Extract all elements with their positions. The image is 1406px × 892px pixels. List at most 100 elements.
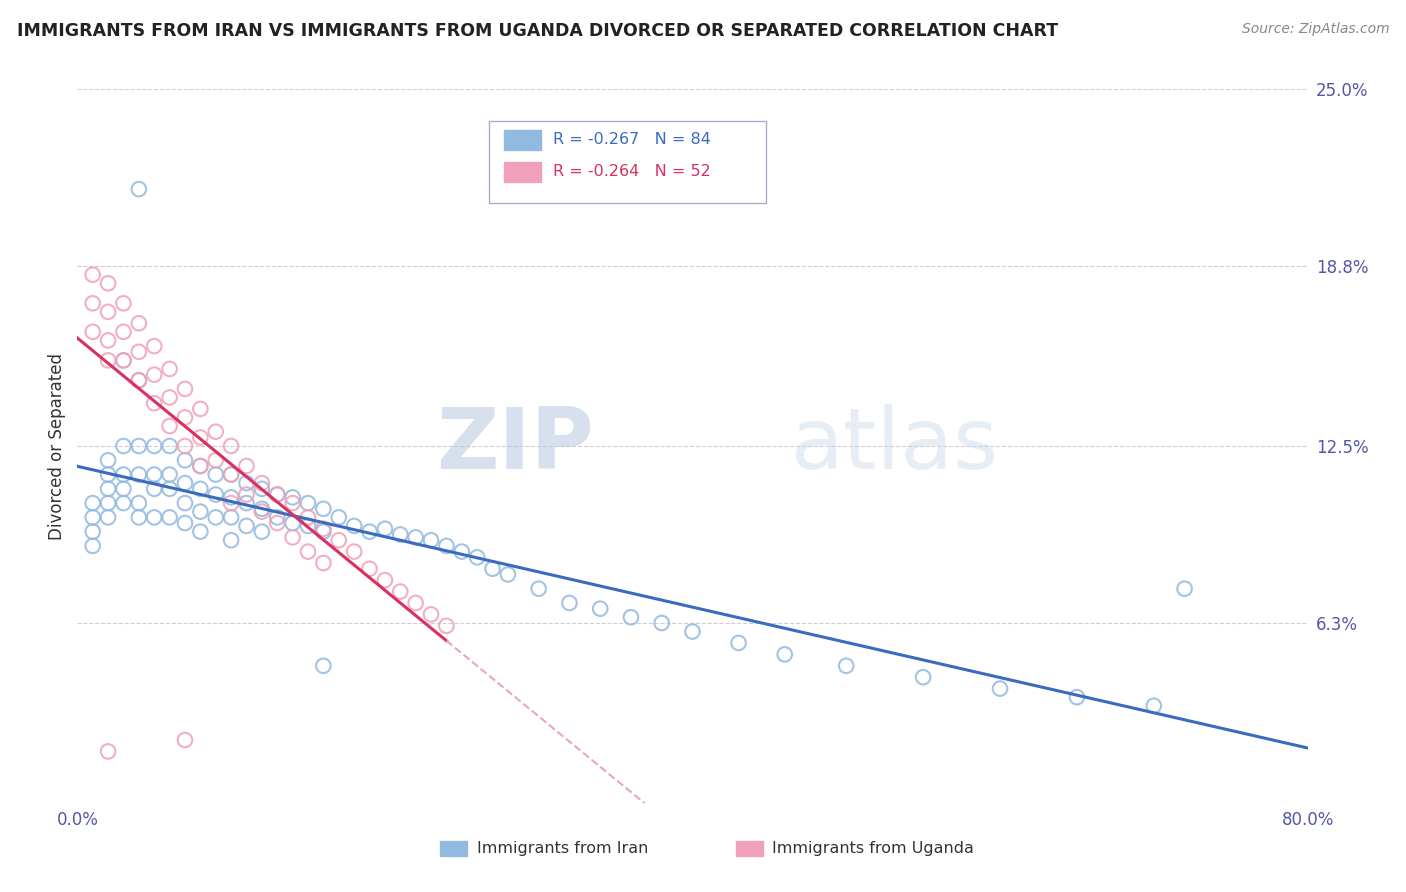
FancyBboxPatch shape [489,121,766,203]
Point [128,439,150,453]
Point [312,522,335,536]
Point [112,482,135,496]
Point [620,610,643,624]
Point [97,744,120,758]
Point [97,277,120,291]
Point [266,487,288,501]
Point [312,524,335,539]
Point [174,476,197,491]
Point [682,624,704,639]
Point [219,533,242,548]
Point [82,325,104,339]
Text: Immigrants from Uganda: Immigrants from Uganda [772,841,974,856]
Point [235,519,257,533]
Point [159,439,181,453]
Bar [505,162,541,182]
Point [219,491,242,505]
Point [235,496,257,510]
Point [82,268,104,282]
Point [204,425,226,439]
Point [128,373,150,387]
Point [97,482,120,496]
Point [328,533,350,548]
Point [389,527,412,541]
Point [128,316,150,330]
Point [143,467,166,482]
Point [159,482,181,496]
Point [188,482,212,496]
Point [266,487,288,501]
Bar [440,840,467,856]
Point [128,496,150,510]
Point [835,658,858,673]
Point [128,467,150,482]
Point [82,539,104,553]
Point [405,596,427,610]
Point [143,510,166,524]
Point [912,670,935,684]
Point [143,439,166,453]
Text: atlas: atlas [792,404,998,488]
Point [343,544,366,558]
Bar [505,130,541,150]
Point [174,410,197,425]
Point [281,516,304,530]
Point [359,524,381,539]
Point [204,487,226,501]
Point [436,619,458,633]
Point [143,482,166,496]
Point [266,516,288,530]
Point [312,658,335,673]
Point [420,533,443,548]
Point [250,505,273,519]
Point [204,510,226,524]
Point [143,339,166,353]
Point [188,505,212,519]
Point [174,733,197,747]
Point [188,458,212,473]
Point [250,524,273,539]
Point [235,476,257,491]
Point [465,550,488,565]
Point [420,607,443,622]
Point [82,296,104,310]
Point [219,439,242,453]
Point [988,681,1011,696]
Point [312,556,335,570]
Point [250,501,273,516]
Point [143,396,166,410]
Point [436,539,458,553]
Point [174,439,197,453]
Point [188,524,212,539]
Point [97,305,120,319]
Point [128,182,150,196]
Point [204,453,226,467]
Point [374,573,396,587]
Point [219,496,242,510]
Point [297,519,319,533]
Point [558,596,581,610]
Point [159,510,181,524]
Point [496,567,519,582]
Point [450,544,472,558]
Point [82,524,104,539]
Point [112,496,135,510]
Point [174,516,197,530]
Point [1066,690,1088,705]
Point [281,491,304,505]
Text: IMMIGRANTS FROM IRAN VS IMMIGRANTS FROM UGANDA DIVORCED OR SEPARATED CORRELATION: IMMIGRANTS FROM IRAN VS IMMIGRANTS FROM … [17,22,1057,40]
Point [112,296,135,310]
Point [219,510,242,524]
Point [188,430,212,444]
Point [312,501,335,516]
Point [328,510,350,524]
Point [112,467,135,482]
Point [204,467,226,482]
Point [374,522,396,536]
Point [128,510,150,524]
Text: Source: ZipAtlas.com: Source: ZipAtlas.com [1241,22,1389,37]
Point [219,467,242,482]
Point [1174,582,1197,596]
Point [281,530,304,544]
Point [97,334,120,348]
